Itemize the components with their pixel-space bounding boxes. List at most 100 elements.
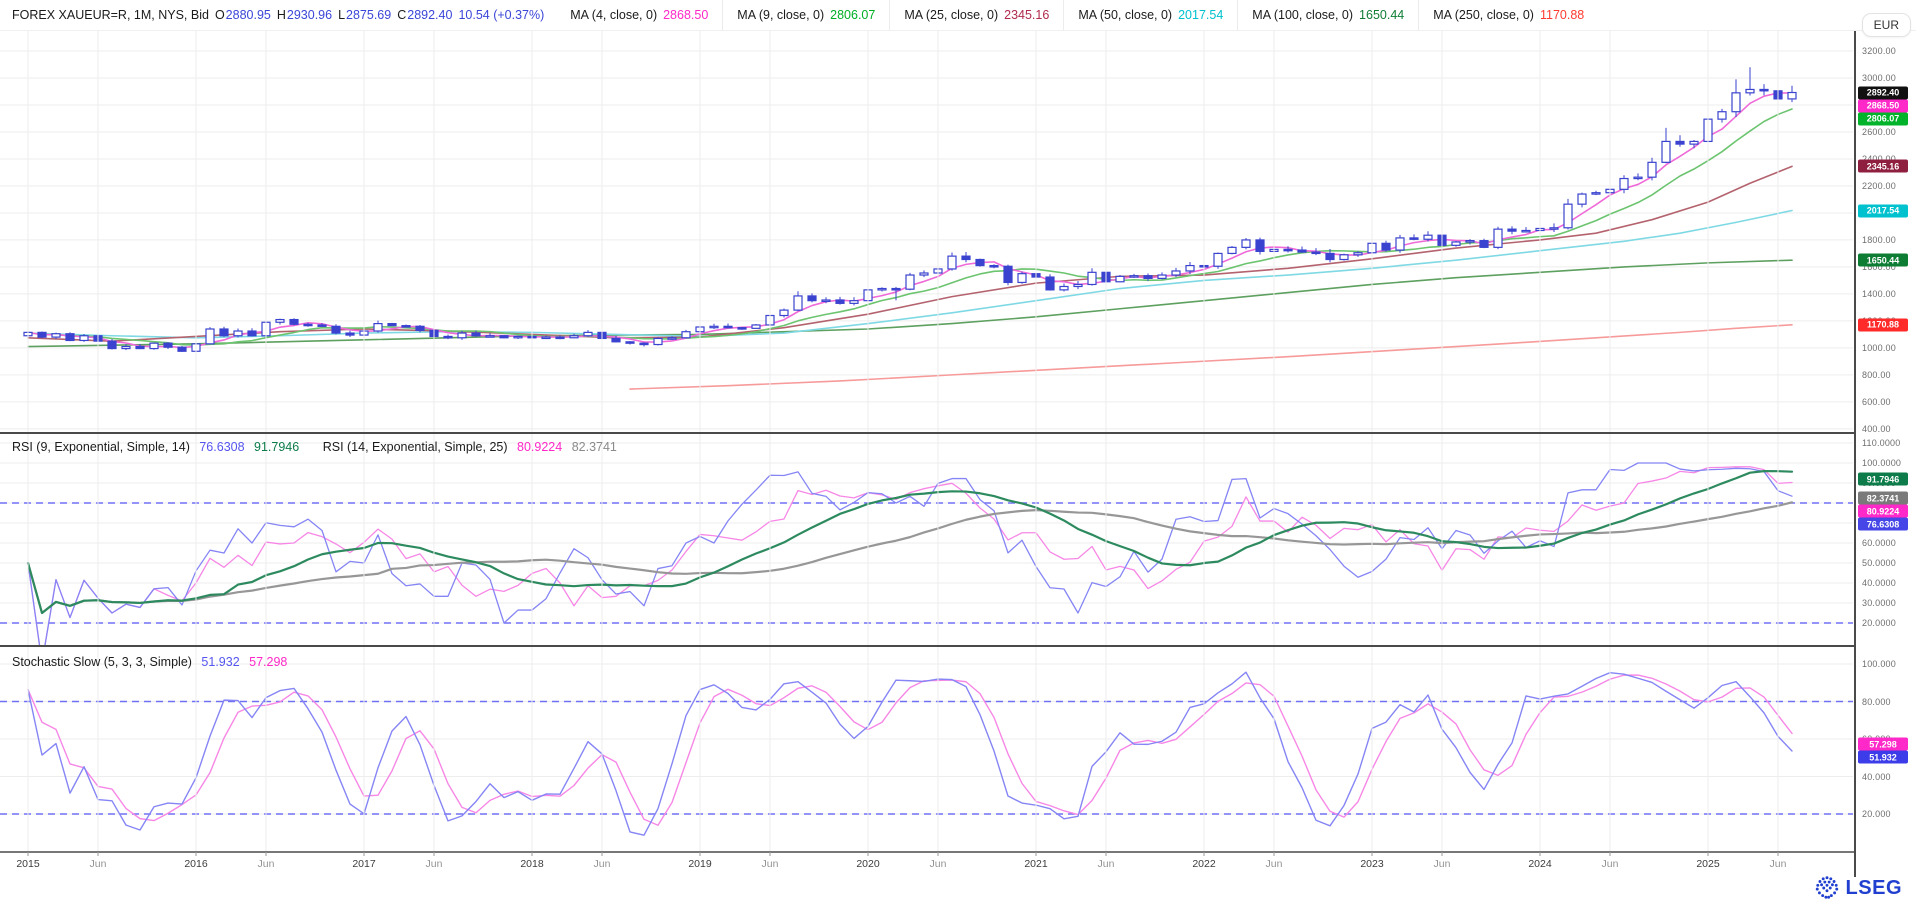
axis-tick-label: 800.00 bbox=[1862, 369, 1891, 380]
x-axis-year-label: 2016 bbox=[184, 858, 208, 870]
axis-price-badge: 51.932 bbox=[1858, 750, 1908, 764]
x-axis-year-label: 2023 bbox=[1360, 858, 1384, 870]
x-axis-year-label: 2021 bbox=[1024, 858, 1048, 870]
axis-price-badge: 2868.50 bbox=[1858, 99, 1908, 112]
rsi14-value: 80.9224 bbox=[517, 440, 563, 454]
ma-legend-row: MA (4, close, 0) 2868.50 MA (9, close, 0) 2… bbox=[558, 0, 1598, 30]
price-axis[interactable]: 3200.003000.002800.002600.002400.002200.… bbox=[1856, 30, 1916, 877]
rsi-legend[interactable]: RSI (9, Exponential, Simple, 14) 76.6308… bbox=[12, 440, 623, 454]
axis-price-badge: 82.3741 bbox=[1858, 491, 1908, 505]
ma-legend-item[interactable]: MA (4, close, 0) 2868.50 bbox=[558, 0, 722, 30]
axis-tick-label: 1600.00 bbox=[1862, 261, 1896, 272]
axis-tick-label: 2200.00 bbox=[1862, 180, 1896, 191]
close-label: C bbox=[397, 8, 407, 22]
x-axis-year-label: 2020 bbox=[856, 858, 880, 870]
ma-label: MA (25, close, 0) bbox=[904, 8, 999, 22]
high-pair: H 2930.96 bbox=[277, 8, 332, 22]
axis-tick-label: 1000.00 bbox=[1862, 342, 1896, 353]
ma-value: 2806.07 bbox=[830, 8, 876, 22]
axis-tick-label: 50.0000 bbox=[1862, 558, 1896, 568]
open-value: 2880.95 bbox=[225, 8, 271, 22]
axis-price-badge: 2892.40 bbox=[1858, 86, 1908, 99]
symbol-info: FOREX XAUEUR=R, 1M, NYS, Bid bbox=[12, 8, 209, 22]
time-axis[interactable]: 2015 Jun 2016 Jun 2017 Jun 2018 Jun 2019 Jun 2020 J… bbox=[0, 852, 1916, 878]
axis-price-badge: 2017.54 bbox=[1858, 204, 1908, 218]
x-axis-month-label: Jun bbox=[929, 858, 947, 870]
ma-legend-item[interactable]: MA (100, close, 0) 1650.44 bbox=[1237, 0, 1418, 30]
axis-tick-label: 80.000 bbox=[1862, 696, 1891, 707]
x-axis-month-label: Jun bbox=[761, 858, 779, 870]
axis-tick-label: 20.000 bbox=[1862, 809, 1891, 819]
axis-tick-label: 2600.00 bbox=[1862, 126, 1896, 137]
ma-legend-item[interactable]: MA (9, close, 0) 2806.07 bbox=[722, 0, 889, 30]
x-axis-month-label: Jun bbox=[1265, 858, 1283, 870]
ma-value: 2017.54 bbox=[1178, 8, 1224, 22]
axis-tick-label: 20.0000 bbox=[1862, 618, 1896, 628]
axis-price-badge: 1650.44 bbox=[1858, 253, 1908, 267]
ma-label: MA (4, close, 0) bbox=[570, 8, 658, 22]
rsi9-label: RSI (9, Exponential, Simple, 14) bbox=[12, 440, 190, 454]
axis-price-badge: 57.298 bbox=[1858, 737, 1908, 751]
x-axis-year-label: 2015 bbox=[16, 858, 40, 870]
axis-tick-label: 100.000 bbox=[1862, 659, 1896, 669]
ma-legend-item[interactable]: MA (250, close, 0) 1170.88 bbox=[1418, 0, 1598, 30]
stochastic-legend[interactable]: Stochastic Slow (5, 3, 3, Simple) 51.932… bbox=[12, 655, 293, 669]
axis-tick-label: 60.0000 bbox=[1862, 538, 1896, 548]
axis-tick-label: 110.0000 bbox=[1862, 438, 1901, 448]
x-axis-month-label: Jun bbox=[593, 858, 611, 870]
ma-label: MA (100, close, 0) bbox=[1252, 8, 1354, 22]
ma-legend-item[interactable]: MA (50, close, 0) 2017.54 bbox=[1063, 0, 1237, 30]
x-axis-month-label: Jun bbox=[1433, 858, 1451, 870]
open-pair: O 2880.95 bbox=[215, 8, 271, 22]
x-axis-year-label: 2025 bbox=[1696, 858, 1720, 870]
axis-tick-label: 3000.00 bbox=[1862, 72, 1896, 83]
rsi14-label: RSI (14, Exponential, Simple, 25) bbox=[322, 440, 508, 454]
close-pair: C 2892.40 bbox=[397, 8, 452, 22]
lseg-logo: LSEG bbox=[1814, 875, 1902, 901]
axis-tick-label: 2400.00 bbox=[1862, 154, 1896, 164]
x-axis-month-label: Jun bbox=[1601, 858, 1619, 870]
ma-label: MA (250, close, 0) bbox=[1433, 8, 1534, 22]
stoch-label: Stochastic Slow (5, 3, 3, Simple) bbox=[12, 655, 192, 669]
x-axis-year-label: 2022 bbox=[1192, 858, 1216, 870]
x-axis-year-label: 2017 bbox=[352, 858, 376, 870]
axis-tick-label: 40.000 bbox=[1862, 771, 1891, 782]
axis-tick-label: 1400.00 bbox=[1862, 288, 1896, 299]
ma-value: 2868.50 bbox=[663, 8, 709, 22]
rsi9-ma-value: 91.7946 bbox=[254, 440, 300, 454]
ma-legend-item[interactable]: MA (25, close, 0) 2345.16 bbox=[889, 0, 1063, 30]
axis-price-badge: 2345.16 bbox=[1858, 159, 1908, 173]
axis-price-badge: 1170.88 bbox=[1858, 318, 1908, 332]
axis-tick-label: 100.0000 bbox=[1862, 458, 1902, 468]
currency-button[interactable]: EUR bbox=[1861, 13, 1911, 37]
ma-label: MA (9, close, 0) bbox=[737, 8, 825, 22]
axis-price-badge: 91.7946 bbox=[1858, 472, 1908, 486]
axis-price-badge: 2806.07 bbox=[1858, 112, 1908, 125]
axis-tick-label: 600.00 bbox=[1862, 396, 1891, 407]
x-axis-month-label: Jun bbox=[425, 858, 443, 870]
ma-value: 2345.16 bbox=[1004, 8, 1050, 22]
stoch-d-value: 57.298 bbox=[249, 655, 288, 669]
x-axis-month-label: Jun bbox=[257, 858, 275, 870]
axis-price-badge: 76.6308 bbox=[1858, 517, 1908, 531]
x-axis-month-label: Jun bbox=[1097, 858, 1115, 870]
lseg-logo-icon bbox=[1815, 876, 1838, 899]
lseg-logo-text: LSEG bbox=[1845, 876, 1902, 899]
low-value: 2875.69 bbox=[346, 8, 392, 22]
low-label: L bbox=[338, 8, 346, 22]
x-axis-year-label: 2018 bbox=[520, 858, 544, 870]
close-value: 2892.40 bbox=[407, 8, 453, 22]
axis-tick-label: 40.0000 bbox=[1862, 578, 1896, 588]
x-axis-month-label: Jun bbox=[89, 858, 107, 870]
stoch-k-value: 51.932 bbox=[201, 655, 240, 669]
open-label: O bbox=[214, 8, 225, 22]
axis-tick-label: 30.0000 bbox=[1862, 598, 1896, 608]
axis-price-badge: 80.9224 bbox=[1858, 504, 1908, 518]
high-value: 2930.96 bbox=[286, 8, 333, 22]
ma-value: 1650.44 bbox=[1359, 8, 1405, 22]
ma-label: MA (50, close, 0) bbox=[1078, 8, 1173, 22]
ma-value: 1170.88 bbox=[1539, 8, 1585, 22]
change-value: 10.54 (+0.37%) bbox=[458, 8, 545, 22]
